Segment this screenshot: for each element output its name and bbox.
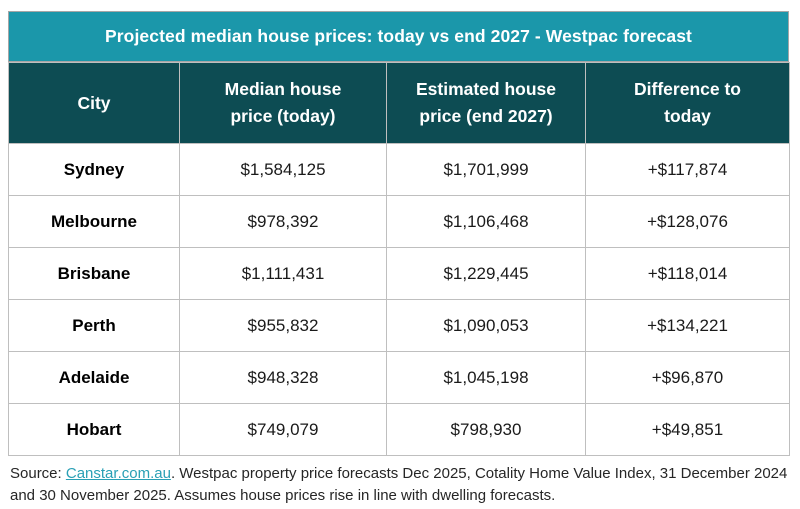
difference-to-today: +$96,870 (585, 351, 790, 404)
table-row-perth: Perth $955,832 $1,090,053 +$134,221 (8, 299, 790, 352)
estimated-price-2027: $798,930 (386, 403, 586, 456)
source-suffix: . Westpac property price forecasts Dec 2… (10, 465, 788, 504)
difference-to-today: +$49,851 (585, 403, 790, 456)
house-price-table: City Median house price (today) Estimate… (8, 62, 790, 456)
forecast-table-container: Projected median house prices: today vs … (8, 11, 790, 507)
median-price-today: $955,832 (179, 299, 387, 352)
estimated-price-2027: $1,701,999 (386, 143, 586, 196)
table-row-sydney: Sydney $1,584,125 $1,701,999 +$117,874 (8, 143, 790, 196)
header-cell-median-today: Median house price (today) (179, 62, 387, 144)
difference-to-today: +$128,076 (585, 195, 790, 248)
difference-to-today: +$134,221 (585, 299, 790, 352)
difference-to-today: +$118,014 (585, 247, 790, 300)
table-title: Projected median house prices: today vs … (104, 26, 692, 46)
header-cell-city: City (8, 62, 180, 144)
header-cell-difference: Difference to today (585, 62, 790, 144)
city-name: Adelaide (8, 351, 180, 404)
median-price-today: $1,111,431 (179, 247, 387, 300)
city-name: Brisbane (8, 247, 180, 300)
median-price-today: $948,328 (179, 351, 387, 404)
table-row-melbourne: Melbourne $978,392 $1,106,468 +$128,076 (8, 195, 790, 248)
city-name: Hobart (8, 403, 180, 456)
median-price-today: $749,079 (179, 403, 387, 456)
header-cell-estimated-2027: Estimated house price (end 2027) (386, 62, 586, 144)
city-name: Melbourne (8, 195, 180, 248)
table-row-adelaide: Adelaide $948,328 $1,045,198 +$96,870 (8, 351, 790, 404)
city-name: Sydney (8, 143, 180, 196)
estimated-price-2027: $1,045,198 (386, 351, 586, 404)
estimated-price-2027: $1,229,445 (386, 247, 586, 300)
header-row: City Median house price (today) Estimate… (8, 62, 790, 144)
estimated-price-2027: $1,090,053 (386, 299, 586, 352)
canstar-link[interactable]: Canstar.com.au (65, 465, 171, 482)
table-row-hobart: Hobart $749,079 $798,930 +$49,851 (8, 403, 790, 456)
table-row-brisbane: Brisbane $1,111,431 $1,229,445 +$118,014 (8, 247, 790, 300)
source-note: Source: Canstar.com.au. Westpac property… (10, 463, 788, 507)
city-name: Perth (8, 299, 180, 352)
median-price-today: $1,584,125 (179, 143, 387, 196)
source-prefix: Source: (10, 465, 66, 482)
difference-to-today: +$117,874 (585, 143, 790, 196)
median-price-today: $978,392 (179, 195, 387, 248)
estimated-price-2027: $1,106,468 (386, 195, 586, 248)
table-title-bar: Projected median house prices: today vs … (8, 11, 789, 62)
